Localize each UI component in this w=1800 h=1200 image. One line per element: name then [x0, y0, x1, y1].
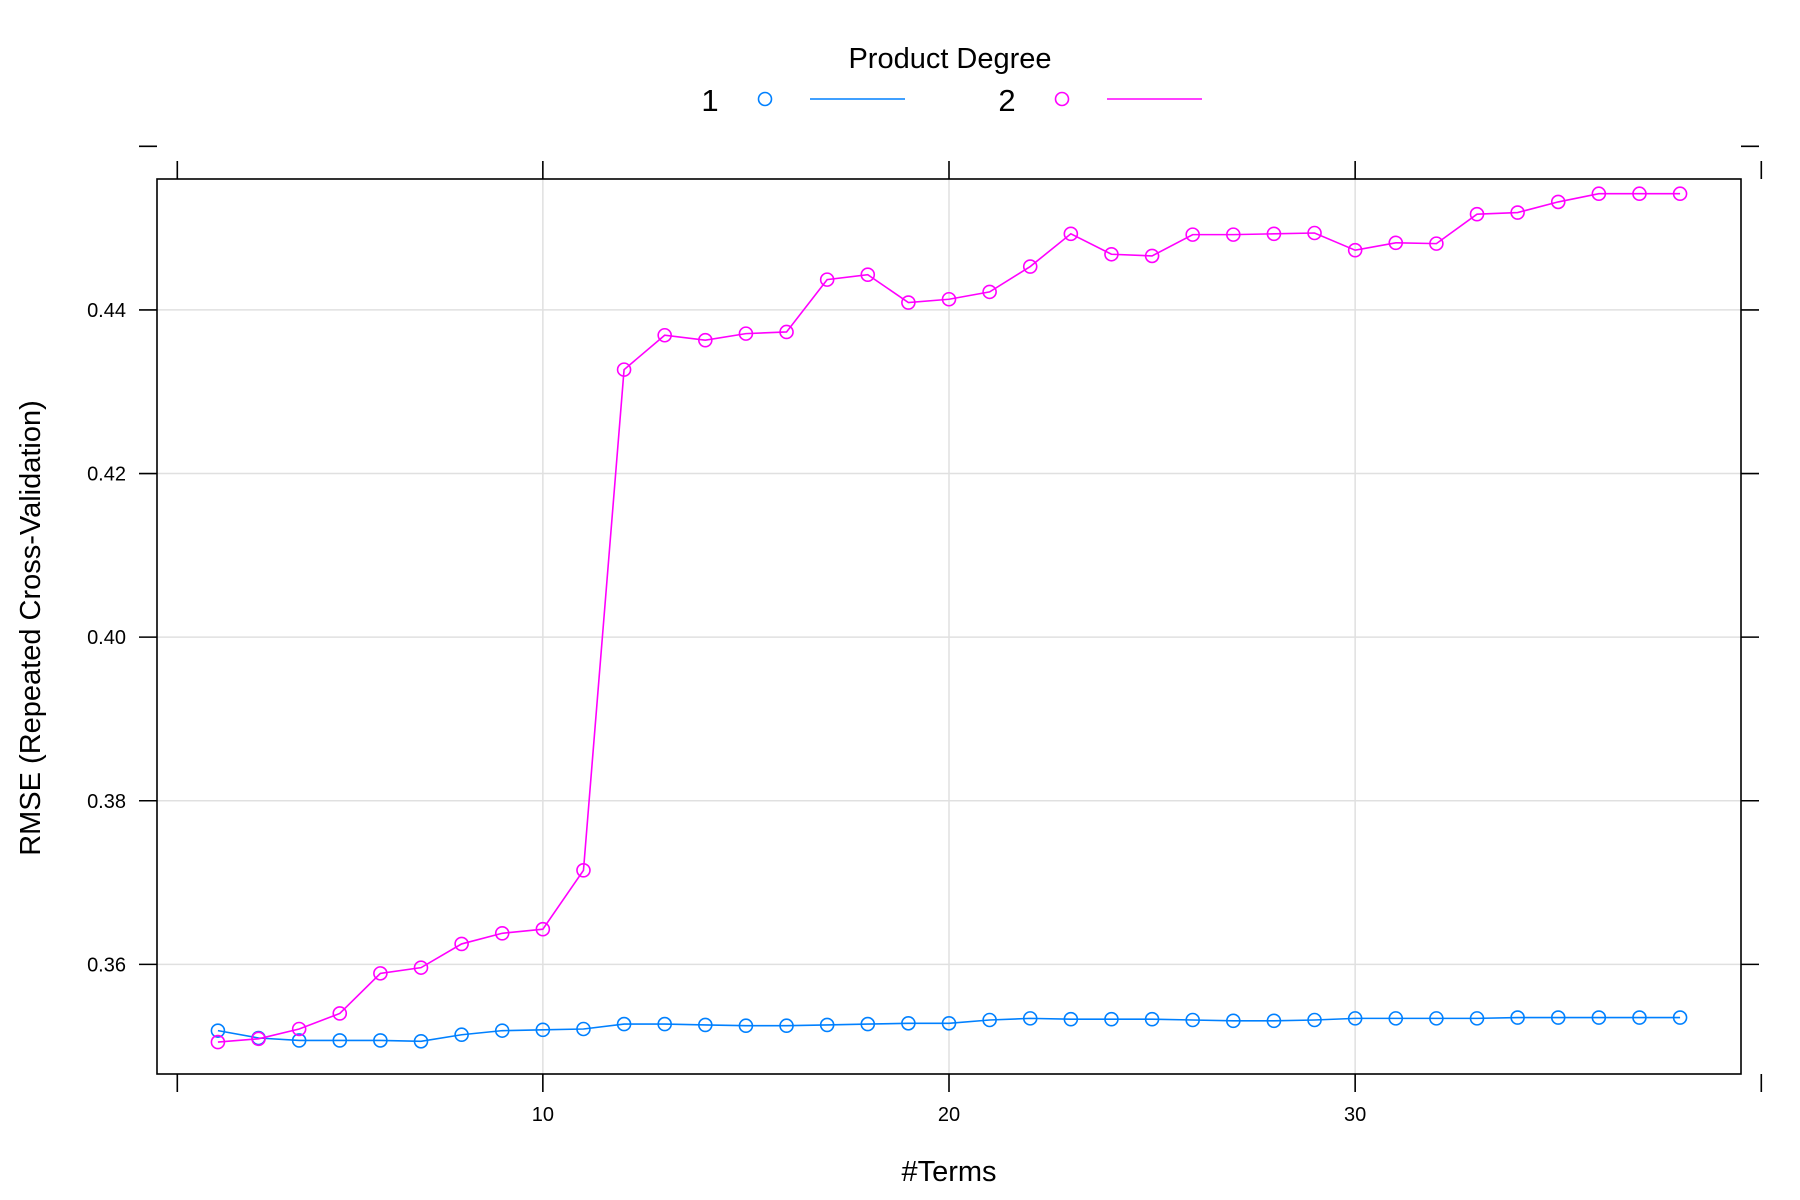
data-point: [535, 1022, 551, 1038]
data-point: [1550, 194, 1566, 210]
data-point: [738, 1018, 754, 1034]
data-point: [779, 324, 794, 340]
data-point: [1063, 1011, 1079, 1027]
data-point: [1510, 205, 1525, 220]
data-point: [1510, 1010, 1525, 1025]
y-tick-label: 0.40: [87, 627, 126, 649]
data-point: [1185, 1012, 1200, 1028]
data-point: [860, 1016, 876, 1032]
data-point: [1429, 236, 1444, 251]
data-point: [1672, 186, 1688, 202]
series-line: [217, 192, 1681, 1043]
data-point: [1672, 1010, 1688, 1025]
data-point: [332, 1006, 348, 1021]
data-point: [454, 1027, 469, 1043]
data-point: [1022, 259, 1038, 274]
data-point: [1591, 1010, 1607, 1025]
data-point: [454, 936, 469, 952]
data-point: [1347, 1011, 1363, 1026]
legend-label: 1: [701, 83, 718, 118]
data-point: [1591, 186, 1607, 202]
data-point: [819, 1017, 835, 1033]
legend-item-2: 2: [998, 83, 1202, 118]
legend-label: 2: [998, 83, 1015, 118]
data-point: [1063, 226, 1079, 242]
data-point: [1266, 226, 1282, 242]
legend-item-1: 1: [701, 83, 905, 118]
data-point: [576, 1021, 591, 1037]
data-point: [982, 1012, 997, 1028]
y-tick-label: 0.38: [87, 791, 126, 813]
data-point: [210, 1034, 226, 1050]
y-tick-label: 0.42: [87, 464, 126, 486]
data-point: [373, 966, 388, 981]
data-point: [1388, 1011, 1404, 1026]
grid: [157, 179, 1741, 1074]
data-point: [1388, 235, 1404, 251]
data-point: [413, 960, 429, 975]
data-point: [291, 1021, 307, 1037]
data-point: [1104, 246, 1119, 262]
data-point: [698, 332, 713, 348]
data-point: [1550, 1010, 1566, 1025]
x-tick-label: 20: [938, 1104, 960, 1126]
data-point: [1185, 227, 1200, 242]
x-tick-label: 30: [1344, 1104, 1366, 1126]
data-point: [698, 1017, 713, 1033]
y-axis-title: RMSE (Repeated Cross-Validation): [15, 400, 47, 856]
data-point: [251, 1031, 266, 1047]
data-point: [1144, 248, 1160, 264]
data-point: [1022, 1011, 1038, 1026]
data-point: [332, 1033, 348, 1048]
data-point: [291, 1033, 307, 1048]
y-tick-label: 0.44: [87, 300, 126, 322]
legend-point-symbol: [1054, 91, 1070, 107]
y-tick-label: 0.36: [87, 954, 126, 976]
data-point: [1469, 1011, 1485, 1026]
series-layer: [210, 186, 1688, 1050]
data-point: [210, 1023, 226, 1038]
ticks: 10 20 30 0.36 0.38 0.40 0.42 0.44: [87, 145, 1763, 1126]
data-point: [1307, 1012, 1322, 1028]
data-point: [494, 1023, 510, 1038]
data-point: [941, 1015, 957, 1031]
data-point: [616, 362, 632, 377]
series-2: [210, 186, 1688, 1050]
data-point: [1469, 206, 1485, 222]
data-point: [779, 1018, 794, 1034]
x-tick-label: 10: [532, 1104, 554, 1126]
data-point: [494, 925, 510, 941]
data-point: [1429, 1011, 1444, 1026]
data-point: [576, 862, 591, 878]
x-axis-title: #Terms: [901, 1156, 996, 1188]
data-point: [1266, 1013, 1282, 1029]
data-point: [1226, 227, 1241, 242]
series-line: [217, 1016, 1681, 1043]
data-point: [1347, 242, 1363, 258]
data-point: [535, 921, 551, 937]
data-point: [616, 1016, 632, 1032]
data-point: [941, 291, 957, 307]
data-point: [1632, 1010, 1647, 1025]
data-point: [982, 284, 997, 300]
data-point: [1104, 1011, 1119, 1027]
legend-title: Product Degree: [848, 43, 1051, 75]
data-point: [1307, 225, 1322, 241]
data-point: [819, 272, 835, 287]
data-point: [1144, 1011, 1160, 1027]
data-point: [901, 295, 916, 310]
data-point: [1226, 1013, 1241, 1029]
data-point: [657, 1016, 672, 1032]
data-point: [860, 267, 876, 283]
data-point: [1632, 186, 1647, 202]
data-point: [657, 327, 672, 343]
data-point: [901, 1015, 916, 1031]
data-point: [738, 326, 754, 341]
data-point: [413, 1033, 429, 1049]
data-point: [373, 1033, 388, 1048]
legend-point-symbol: [757, 91, 773, 107]
